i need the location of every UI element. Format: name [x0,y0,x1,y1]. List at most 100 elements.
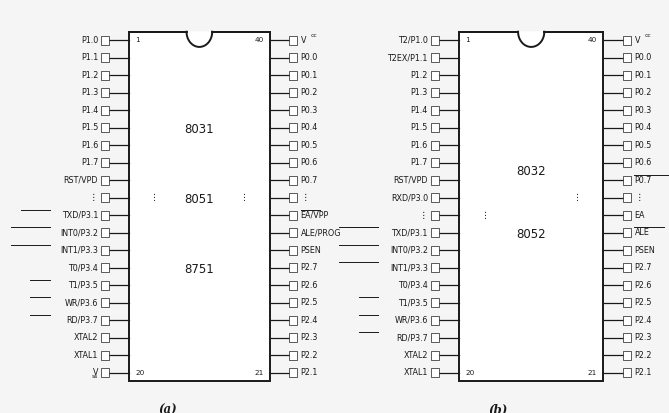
Bar [432,211,440,220]
Bar [623,36,631,45]
Text: ⋮: ⋮ [481,211,490,220]
Text: P0.3: P0.3 [634,106,652,115]
Bar [102,88,110,97]
Bar [102,71,110,80]
Bar [432,368,440,377]
Text: T2/P1.0: T2/P1.0 [398,36,428,45]
Text: V: V [634,36,640,45]
Bar [102,211,110,220]
Text: P0.6: P0.6 [300,158,318,167]
Bar [623,211,631,220]
Text: 8031: 8031 [185,123,214,136]
Bar [102,123,110,133]
Text: 40: 40 [254,38,264,43]
Bar [102,53,110,62]
Text: P0.2: P0.2 [634,88,652,97]
Bar [102,316,110,325]
Bar [102,36,110,45]
Text: P0.5: P0.5 [634,141,652,150]
Text: 21: 21 [587,370,597,375]
Text: P2.3: P2.3 [300,333,318,342]
Bar [432,158,440,167]
Bar [102,193,110,202]
Text: P1.3: P1.3 [81,88,98,97]
Bar [289,53,297,62]
Bar [289,106,297,115]
Text: P1.4: P1.4 [81,106,98,115]
Bar [432,53,440,62]
Text: TXD/P3.1: TXD/P3.1 [391,228,428,237]
Text: P1.3: P1.3 [411,88,428,97]
Text: P0.0: P0.0 [634,53,652,62]
Bar [102,158,110,167]
Bar [432,351,440,360]
Text: P0.4: P0.4 [300,123,318,132]
Bar [432,88,440,97]
Bar [432,228,440,237]
Text: 20: 20 [135,370,145,375]
Bar [102,246,110,255]
Bar [289,158,297,167]
Text: ⋮: ⋮ [573,193,581,202]
Bar [459,32,603,381]
Text: P0.1: P0.1 [300,71,318,80]
Bar [432,123,440,133]
Text: TXD/P3.1: TXD/P3.1 [62,211,98,220]
Polygon shape [518,32,545,47]
Bar [289,263,297,272]
Text: P1.5: P1.5 [411,123,428,132]
Bar [623,246,631,255]
Text: P2.7: P2.7 [634,263,652,272]
Bar [623,53,631,62]
Bar [623,176,631,185]
Text: P2.5: P2.5 [634,298,652,307]
Text: 8751: 8751 [185,263,214,276]
Text: XTAL1: XTAL1 [74,351,98,360]
Text: 8051: 8051 [185,193,214,206]
Bar [289,193,297,202]
Text: P0.7: P0.7 [634,176,652,185]
Bar [128,32,270,381]
Bar [289,36,297,45]
Text: RD/P3.7: RD/P3.7 [396,333,428,342]
Text: EA: EA [634,211,645,220]
Bar [289,141,297,150]
Text: ⋮: ⋮ [150,193,159,202]
Bar [432,246,440,255]
Bar [289,71,297,80]
Text: P2.4: P2.4 [300,316,318,325]
Text: P2.5: P2.5 [300,298,318,307]
Text: INT1/P3.3: INT1/P3.3 [390,263,428,272]
Bar [432,71,440,80]
Bar [432,193,440,202]
Text: ⋮: ⋮ [240,193,249,202]
Text: XTAL2: XTAL2 [74,333,98,342]
Bar [432,316,440,325]
Text: INT0/P3.2: INT0/P3.2 [390,246,428,255]
Bar [623,298,631,307]
Polygon shape [187,32,212,47]
Text: ALE/PROG: ALE/PROG [300,228,341,237]
Text: P1.2: P1.2 [411,71,428,80]
Text: P0.2: P0.2 [300,88,318,97]
Text: P1.7: P1.7 [81,158,98,167]
Bar [623,280,631,290]
Bar [289,368,297,377]
Text: (a): (a) [158,404,177,413]
Bar [102,280,110,290]
Text: P1.7: P1.7 [411,158,428,167]
Text: P2.3: P2.3 [634,333,652,342]
Text: (b): (b) [489,404,508,413]
Text: ⋮: ⋮ [418,211,428,220]
Bar [102,141,110,150]
Text: P0.4: P0.4 [634,123,652,132]
Bar [102,263,110,272]
Bar [289,298,297,307]
Bar [623,123,631,133]
Text: cc: cc [644,33,651,38]
Text: P0.7: P0.7 [300,176,318,185]
Bar [289,211,297,220]
Bar [102,351,110,360]
Text: XTAL1: XTAL1 [403,368,428,377]
Text: V: V [300,36,306,45]
